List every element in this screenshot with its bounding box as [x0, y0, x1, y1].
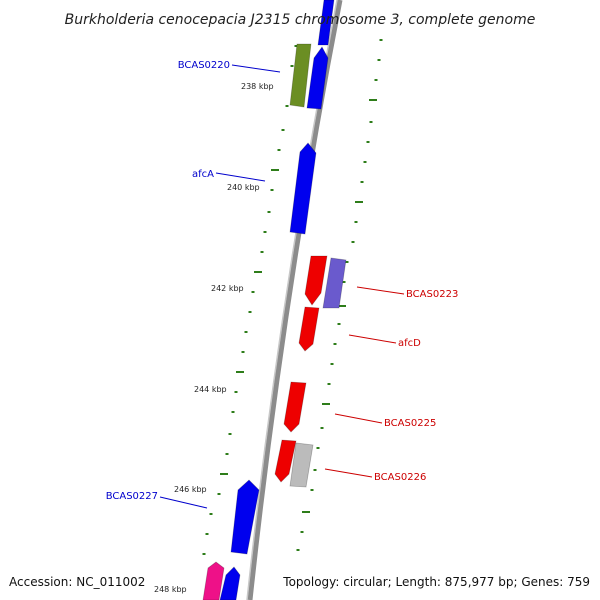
- leader-line-afca: [215, 172, 266, 182]
- kbp-label: 242 kbp: [211, 284, 244, 293]
- kbp-label: 240 kbp: [227, 183, 260, 192]
- gene-label-bcas0220[interactable]: BCAS0220: [178, 60, 230, 71]
- gene-arrow-bcas0226[interactable]: [289, 442, 314, 488]
- kbp-label: 248 kbp: [154, 585, 187, 594]
- gene-arrow-afca[interactable]: [289, 142, 317, 235]
- label-leader-lines: [159, 64, 405, 509]
- gene-arrow-bcas0220[interactable]: [306, 46, 329, 110]
- leader-line-bcas0227: [159, 496, 208, 509]
- genome-summary-text: Topology: circular; Length: 875,977 bp; …: [282, 575, 590, 589]
- outer-tick-track: [296, 39, 383, 551]
- gene-label-bcas0226[interactable]: BCAS0226: [374, 472, 426, 483]
- leader-line-bcas0225: [334, 413, 383, 424]
- leader-line-bcas0220: [231, 64, 281, 73]
- gene-arrow-afcd[interactable]: [298, 306, 320, 352]
- gene-label-afcd[interactable]: afcD: [398, 338, 421, 349]
- gene-labels: BCAS0220 afcA BCAS0223 afcD BCAS0225 BCAS0226…: [106, 60, 459, 502]
- gene-features: [202, 0, 347, 600]
- gene-arrow-olive[interactable]: [289, 43, 312, 108]
- gene-label-bcas0225[interactable]: BCAS0225: [384, 418, 436, 429]
- inner-tick-track: [202, 45, 298, 555]
- accession-text: Accession: NC_011002: [9, 575, 145, 589]
- gene-arrow-bcas0227[interactable]: [230, 479, 260, 555]
- gene-label-bcas0227[interactable]: BCAS0227: [106, 491, 158, 502]
- gene-arrow-bcas0223[interactable]: [322, 257, 347, 309]
- kbp-label: 244 kbp: [194, 385, 227, 394]
- gene-arrow-bcas0223a[interactable]: [304, 255, 328, 306]
- leader-line-bcas0223: [356, 286, 405, 295]
- gene-arrow-bcas0226a[interactable]: [274, 439, 297, 483]
- gene-arrow-bottom[interactable]: [219, 566, 241, 600]
- gene-label-afca[interactable]: afcA: [192, 169, 214, 180]
- gene-arrow-bcas0225[interactable]: [283, 381, 307, 433]
- leader-line-bcas0226: [324, 468, 373, 478]
- kbp-labels: 238 kbp 240 kbp 242 kbp 244 kbp 246 kbp 248 k…: [154, 82, 274, 594]
- kbp-label: 246 kbp: [174, 485, 207, 494]
- kbp-label: 238 kbp: [241, 82, 274, 91]
- gene-arrow-top[interactable]: [317, 0, 335, 46]
- gene-arrow-pink[interactable]: [202, 561, 225, 600]
- leader-line-afcd: [348, 334, 397, 344]
- map-title: Burkholderia cenocepacia J2315 chromosom…: [65, 12, 536, 28]
- gene-label-bcas0223[interactable]: BCAS0223: [406, 289, 458, 300]
